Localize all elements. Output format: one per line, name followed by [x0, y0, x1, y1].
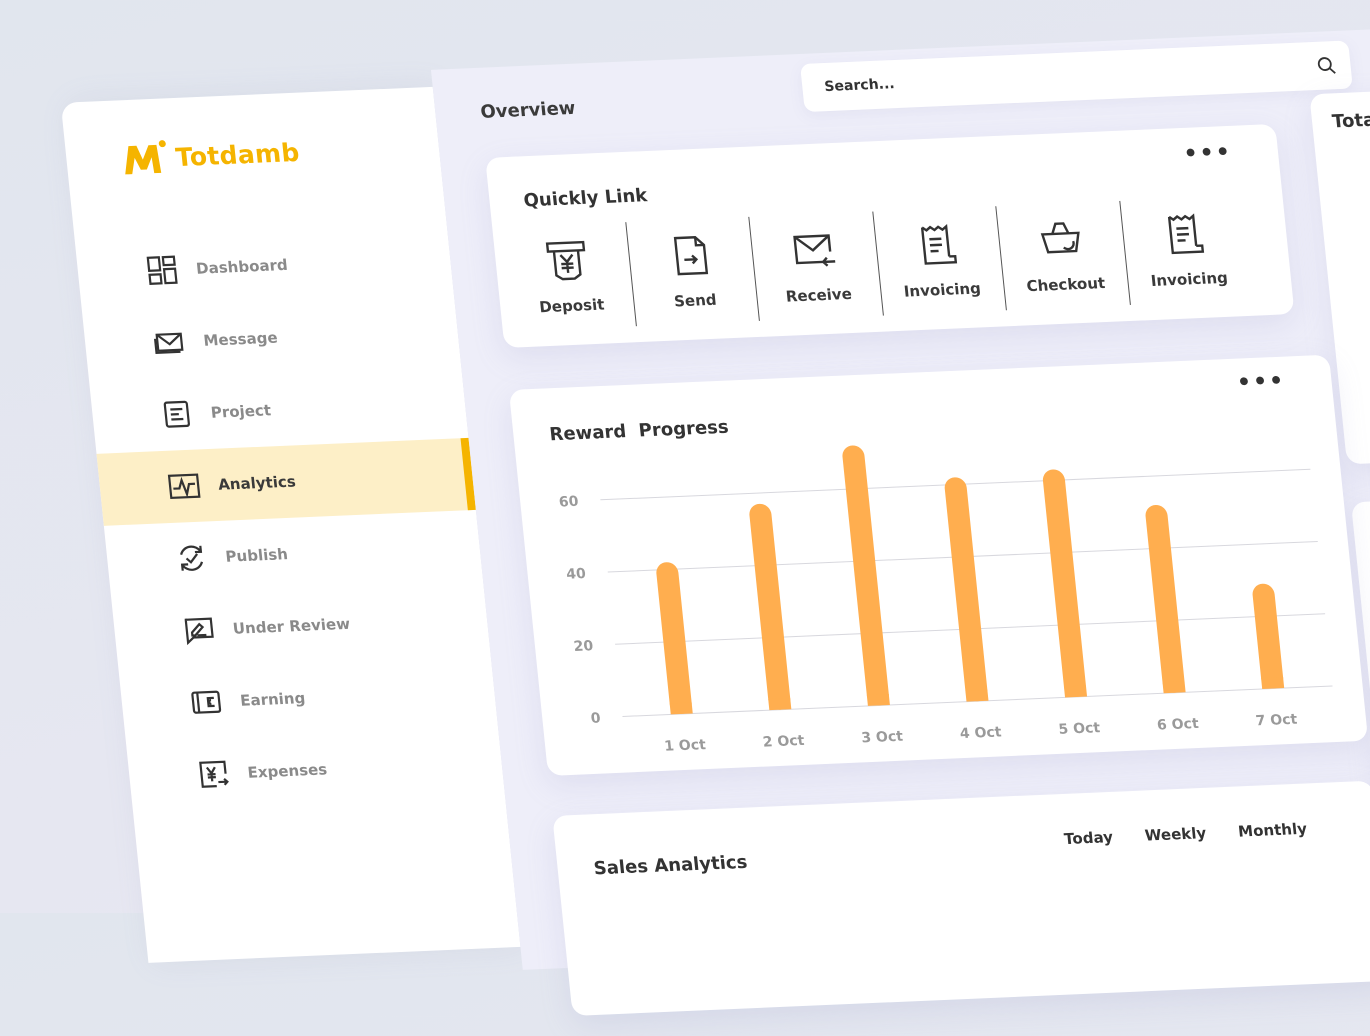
x-tick-label: 1 Oct — [663, 737, 706, 755]
y-tick-label: 0 — [590, 710, 602, 726]
reward-progress-card: Reward Progress ••• 0 20 40 60 1 Oct 2 Oct 3 O… — [508, 354, 1369, 776]
sidebar-item-label: Under Review — [231, 614, 351, 638]
invoice-icon — [1167, 213, 1204, 255]
review-icon — [184, 617, 214, 646]
tab-today[interactable]: Today — [1063, 828, 1114, 849]
chart-bar[interactable] — [1042, 469, 1087, 697]
quick-link-send[interactable]: Send — [625, 216, 760, 327]
x-tick-label: 6 Oct — [1156, 716, 1199, 734]
quick-link-label: Deposit — [538, 295, 606, 317]
search-input[interactable]: Search... — [823, 76, 896, 96]
sidebar-item-earning[interactable]: Earning — [119, 654, 498, 742]
chart-bar-base — [1261, 677, 1285, 689]
quick-link-label: Send — [673, 290, 718, 311]
logo-mark-icon — [125, 140, 166, 175]
sidebar-item-under-review[interactable]: Under Review — [111, 582, 490, 670]
x-tick-label: 7 Oct — [1255, 712, 1298, 730]
tab-monthly[interactable]: Monthly — [1237, 819, 1308, 841]
sidebar-item-label: Analytics — [217, 472, 297, 494]
search-icon[interactable] — [1315, 55, 1337, 76]
sales-analytics-card: Sales Analytics Today Weekly Monthly — [552, 780, 1370, 1016]
sync-check-icon — [180, 545, 204, 571]
y-tick-label: 60 — [558, 494, 579, 511]
chart-bar-base — [965, 689, 989, 702]
quick-link-label: Invoicing — [1149, 268, 1229, 290]
quick-link-checkout[interactable]: Checkout — [996, 200, 1131, 311]
total-card-title: Total R — [1331, 109, 1370, 133]
main-content: Overview Search... Quickly Link ••• Depo… — [430, 26, 1370, 1016]
sales-analytics-title: Sales Analytics — [592, 851, 749, 880]
sidebar-item-expenses[interactable]: Expenses — [126, 726, 505, 814]
chart-bar[interactable] — [748, 503, 791, 710]
x-tick-label: 4 Oct — [959, 724, 1002, 742]
page-title: Overview — [479, 97, 577, 123]
chart-bar[interactable] — [655, 562, 692, 715]
quick-link-invoicing[interactable]: Invoicing — [872, 206, 1007, 316]
chart-bar-base — [866, 693, 890, 706]
quick-link-receive[interactable]: Receive — [749, 211, 884, 321]
basket-icon — [1040, 222, 1080, 254]
quick-link-label: Checkout — [1025, 273, 1106, 296]
chart-bar-base — [669, 702, 693, 715]
app-logo[interactable]: Totdamb — [120, 133, 302, 179]
quick-link-deposit[interactable]: Deposit — [502, 222, 637, 332]
sidebar-item-label: Expenses — [246, 760, 329, 782]
send-file-icon — [673, 236, 708, 276]
chart-bar[interactable] — [944, 477, 989, 702]
chart-bar[interactable] — [1144, 504, 1185, 693]
sidebar: Totdamb Dashboard Message Projec — [60, 86, 521, 963]
analytics-icon — [167, 473, 201, 499]
quick-link-invoicing-2[interactable]: Invoicing — [1120, 196, 1253, 305]
x-tick-label: 3 Oct — [861, 729, 904, 747]
sidebar-item-label: Project — [209, 401, 272, 422]
sidebar-item-message[interactable]: Message — [82, 294, 461, 382]
sidebar-item-label: Publish — [224, 545, 289, 566]
x-tick-label: 5 Oct — [1058, 720, 1101, 738]
chart-bar[interactable] — [841, 445, 890, 706]
quick-link-list: Deposit Send Receive — [502, 196, 1253, 332]
document-icon — [163, 400, 190, 428]
sidebar-item-label: Dashboard — [195, 255, 289, 278]
wallet-icon — [191, 690, 222, 714]
reward-progress-chart: 0 20 40 60 1 Oct 2 Oct 3 Oct 4 Oct 5 Oct 6 Oct 7 O… — [558, 445, 1333, 755]
sidebar-item-analytics[interactable]: Analytics — [96, 437, 476, 526]
sidebar-item-dashboard[interactable]: Dashboard — [74, 222, 453, 310]
chart-bar-base — [1063, 685, 1088, 698]
dashboard-icon — [146, 255, 178, 285]
yen-transfer-icon — [199, 760, 229, 788]
sidebar-item-label: Message — [202, 328, 279, 350]
search-bar[interactable]: Search... — [799, 40, 1353, 113]
y-tick-label: 40 — [566, 566, 587, 583]
mail-icon — [153, 332, 184, 354]
sidebar-item-project[interactable]: Project — [89, 366, 468, 454]
sales-analytics-tabs: Today Weekly Monthly — [1063, 820, 1308, 848]
y-tick-label: 20 — [573, 638, 594, 655]
more-options-icon[interactable]: ••• — [1182, 139, 1234, 167]
app-name: Totdamb — [174, 137, 301, 172]
chart-bar[interactable] — [1252, 583, 1285, 689]
sidebar-nav: Dashboard Message Project Analytics — [74, 222, 505, 814]
receive-mail-icon — [793, 234, 836, 267]
tab-weekly[interactable]: Weekly — [1143, 823, 1208, 845]
chart-bar-base — [768, 698, 792, 711]
invoice-icon — [920, 224, 957, 265]
x-tick-label: 2 Oct — [762, 733, 805, 751]
deposit-icon — [546, 240, 586, 281]
quick-link-title: Quickly Link — [522, 185, 649, 212]
quick-link-card: Quickly Link ••• Deposit Send — [485, 123, 1295, 348]
sidebar-item-publish[interactable]: Publish — [104, 510, 483, 598]
quick-link-label: Receive — [784, 284, 853, 306]
quick-link-label: Invoicing — [902, 279, 982, 301]
sidebar-item-label: Earning — [239, 688, 307, 710]
chart-bar-base — [1162, 681, 1186, 694]
